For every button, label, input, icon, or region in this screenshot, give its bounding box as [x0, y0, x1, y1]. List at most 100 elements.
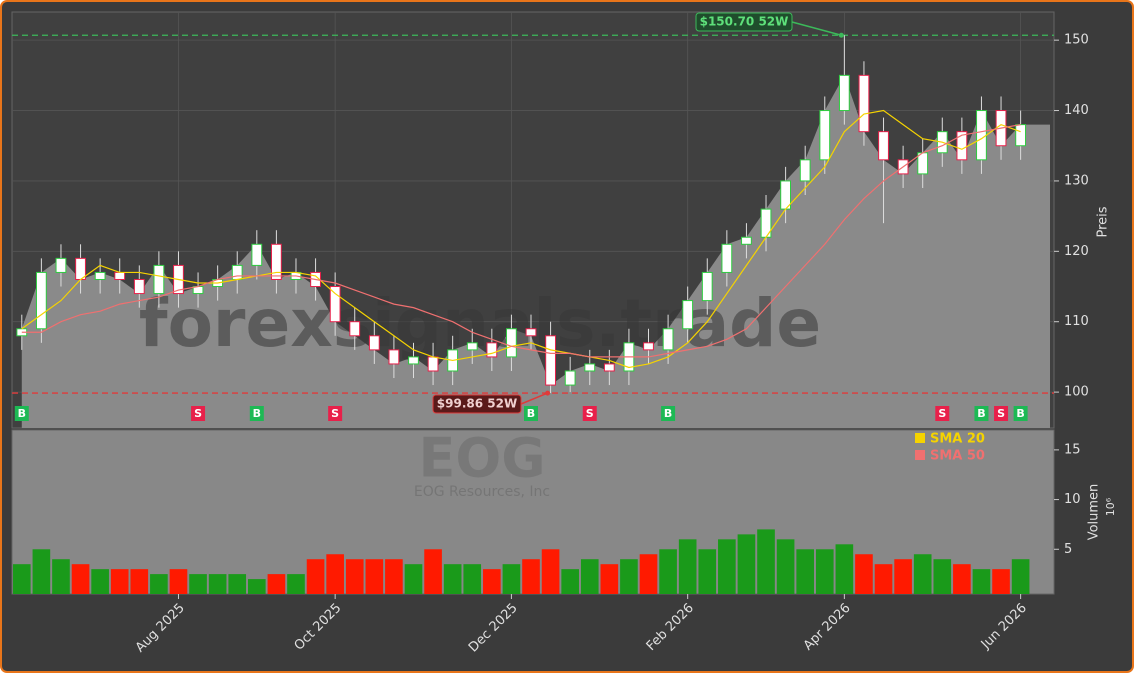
- signal-badge: [661, 406, 676, 421]
- candle-body: [1015, 124, 1027, 147]
- volume-bar: [443, 564, 462, 594]
- volume-bar: [796, 549, 815, 594]
- volume-bar: [874, 564, 893, 594]
- volume-bar: [12, 564, 31, 594]
- volume-bar: [620, 559, 638, 594]
- volume-bar: [992, 569, 1010, 594]
- volume-tick-label: 10: [1064, 492, 1081, 507]
- candle-body: [368, 335, 380, 351]
- candle-body: [956, 131, 968, 161]
- close-area: [21, 75, 1050, 428]
- legend-label: SMA 20: [930, 432, 985, 447]
- candle-body: [466, 342, 478, 351]
- legend-swatch: [915, 450, 925, 460]
- volume-bar: [306, 559, 325, 594]
- volume-bar: [561, 569, 579, 594]
- volume-bar: [913, 554, 932, 594]
- candle-body: [662, 328, 674, 351]
- volume-bar: [659, 549, 677, 594]
- signal-badge: [994, 406, 1009, 421]
- volume-bar: [757, 529, 775, 594]
- sma-line: [21, 109, 1021, 369]
- volume-bar: [776, 539, 795, 594]
- candle-body: [584, 363, 596, 372]
- volume-bar: [1011, 559, 1030, 594]
- annotation-arrow: [520, 392, 548, 405]
- candle-body: [271, 243, 282, 280]
- annotation-box: [432, 394, 522, 414]
- signal-badge: [249, 406, 264, 421]
- volume-tick-label: 5: [1064, 542, 1072, 557]
- candle-body: [427, 356, 439, 372]
- legend-swatch: [915, 433, 925, 443]
- y-tick-label: 140: [1064, 103, 1089, 118]
- signal-label: B: [664, 407, 672, 420]
- signal-badge: [582, 406, 597, 421]
- volume-bar: [91, 569, 109, 594]
- signal-label: B: [1016, 407, 1024, 420]
- y-axis-title: Preis: [1096, 206, 1111, 237]
- volume-bar: [835, 544, 854, 594]
- arrow-head: [838, 32, 844, 38]
- volume-bar: [326, 554, 344, 594]
- volume-bar: [208, 574, 227, 594]
- signal-label: S: [938, 407, 946, 420]
- signal-badge: [328, 406, 343, 421]
- candle-body: [721, 243, 733, 273]
- candle-body: [701, 271, 713, 302]
- signal-label: S: [331, 407, 339, 420]
- volume-bar: [404, 564, 423, 594]
- candle-body: [799, 159, 811, 182]
- y-tick-label: 100: [1064, 385, 1089, 400]
- volume-bar: [718, 539, 736, 594]
- y-tick-label: 130: [1064, 173, 1089, 188]
- signal-badge: [935, 406, 950, 421]
- signal-badge: [1013, 406, 1028, 421]
- signal-label: B: [18, 407, 26, 420]
- volume-bar: [150, 574, 168, 594]
- company: EOG Resources, Inc: [414, 484, 550, 500]
- volume-axis-title: Volumen: [1087, 484, 1102, 541]
- volume-bar: [345, 559, 364, 594]
- candle-body: [408, 356, 419, 365]
- volume-bar: [933, 559, 952, 594]
- volume-bar: [541, 549, 560, 594]
- volume-bar: [737, 534, 756, 594]
- volume-bar: [483, 569, 501, 594]
- volume-bar: [953, 564, 971, 594]
- annotation-arrow: [791, 21, 842, 36]
- signal-badge: [974, 406, 989, 421]
- volume-bar: [678, 539, 697, 594]
- signal-label: B: [253, 407, 261, 420]
- candle-body: [682, 300, 694, 330]
- volume-bar: [424, 549, 442, 594]
- volume-bar: [698, 549, 717, 594]
- annotation-label: $150.70 52W: [700, 15, 789, 29]
- volume-bar: [130, 569, 149, 594]
- candle-body: [94, 271, 106, 280]
- candle-body: [878, 131, 889, 161]
- volume-bar: [247, 579, 266, 594]
- volume-bar: [600, 564, 619, 594]
- y-tick-label: 120: [1064, 244, 1089, 259]
- signal-label: S: [997, 407, 1005, 420]
- signal-label: S: [586, 407, 594, 420]
- candle-body: [643, 342, 654, 351]
- volume-bar: [815, 549, 834, 594]
- legend-label: SMA 50: [930, 449, 985, 464]
- candle-body: [486, 342, 498, 358]
- candle-body: [603, 363, 615, 372]
- annotation-label: $99.86 52W: [437, 397, 517, 411]
- signal-badge: [14, 406, 29, 421]
- signal-badge: [191, 406, 206, 421]
- volume-bar: [972, 569, 991, 594]
- volume-tick-label: 15: [1064, 442, 1081, 457]
- volume-bar: [228, 574, 247, 594]
- volume-bar: [894, 559, 912, 594]
- volume-bar: [52, 559, 70, 594]
- candle-body: [388, 349, 400, 365]
- volume-bar: [287, 574, 305, 594]
- signal-badge: [524, 406, 538, 421]
- signal-label: B: [977, 407, 985, 420]
- candle-body: [133, 278, 145, 295]
